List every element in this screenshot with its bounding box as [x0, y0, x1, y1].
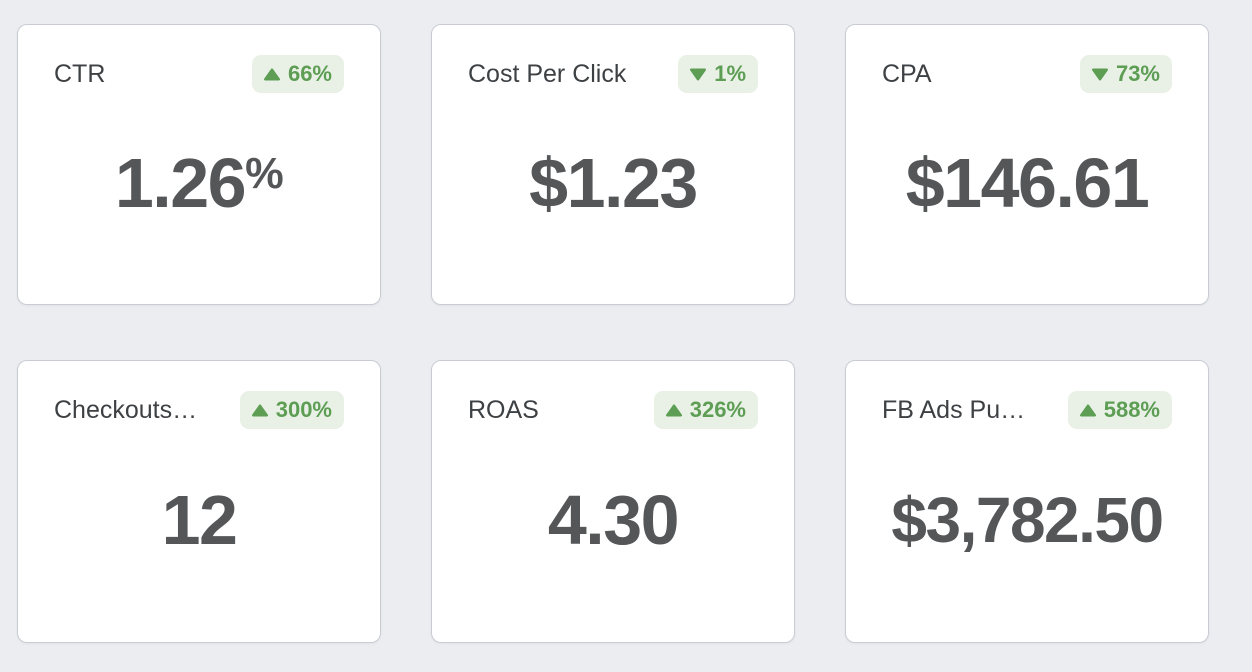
trend-change-value: 73%: [1115, 61, 1160, 86]
metric-value: $146.61: [905, 143, 1150, 222]
value-area: $3,782.50: [852, 429, 1202, 610]
trend-up-icon: [1079, 404, 1096, 416]
trend-badge: 326%: [653, 391, 758, 429]
metric-value: $3,782.50: [891, 483, 1164, 556]
value-area: $1.23: [438, 93, 788, 272]
trend-badge: 300%: [239, 391, 344, 429]
kpi-card-cost-per-click[interactable]: Cost Per Click 1% $1.23: [431, 24, 795, 305]
trend-change-value: 326%: [689, 397, 746, 422]
value-area: 4.30: [438, 429, 788, 610]
card-header: Checkouts… 300%: [54, 391, 344, 429]
trend-change-value: 1%: [714, 61, 746, 86]
card-header: Cost Per Click 1%: [468, 55, 758, 93]
trend-badge: 1%: [678, 55, 758, 93]
metric-value: $1.23: [529, 143, 698, 222]
trend-up-icon: [251, 404, 268, 416]
card-header: CTR 66%: [54, 55, 344, 93]
metric-value: 4.30: [547, 480, 680, 559]
kpi-card-roas[interactable]: ROAS 326% 4.30: [431, 360, 795, 643]
kpi-card-fb-ads-purchases[interactable]: FB Ads Pu… 588% $3,782.50: [845, 360, 1209, 643]
kpi-card-cpa[interactable]: CPA 73% $146.61: [845, 24, 1209, 305]
metric-label: CPA: [882, 59, 932, 88]
trend-up-icon: [263, 67, 280, 80]
trend-change-value: 66%: [287, 61, 332, 86]
value-area: 1.26%: [24, 93, 374, 272]
card-header: CPA 73%: [882, 55, 1172, 93]
trend-up-icon: [665, 404, 682, 416]
trend-badge: 73%: [1079, 55, 1172, 93]
metric-value: 12: [161, 480, 238, 559]
value-suffix: %: [245, 149, 284, 198]
trend-down-icon: [690, 68, 707, 81]
kpi-dashboard-grid: CTR 66% 1.26% Cost Per Click 1% $1.23 CP…: [17, 24, 1252, 643]
trend-badge: 588%: [1067, 391, 1172, 429]
metric-label: Checkouts…: [54, 395, 198, 424]
trend-change-value: 588%: [1103, 397, 1160, 422]
kpi-card-ctr[interactable]: CTR 66% 1.26%: [17, 24, 381, 305]
value-area: $146.61: [852, 93, 1202, 272]
metric-label: Cost Per Click: [468, 59, 627, 88]
trend-down-icon: [1091, 68, 1108, 81]
trend-badge: 66%: [251, 55, 344, 93]
metric-value: 1.26%: [114, 143, 284, 222]
metric-label: ROAS: [468, 395, 539, 424]
card-header: FB Ads Pu… 588%: [882, 391, 1172, 429]
value-area: 12: [24, 429, 374, 610]
kpi-card-checkouts[interactable]: Checkouts… 300% 12: [17, 360, 381, 643]
card-header: ROAS 326%: [468, 391, 758, 429]
metric-label: FB Ads Pu…: [882, 395, 1026, 424]
metric-label: CTR: [54, 59, 106, 88]
trend-change-value: 300%: [275, 397, 332, 422]
